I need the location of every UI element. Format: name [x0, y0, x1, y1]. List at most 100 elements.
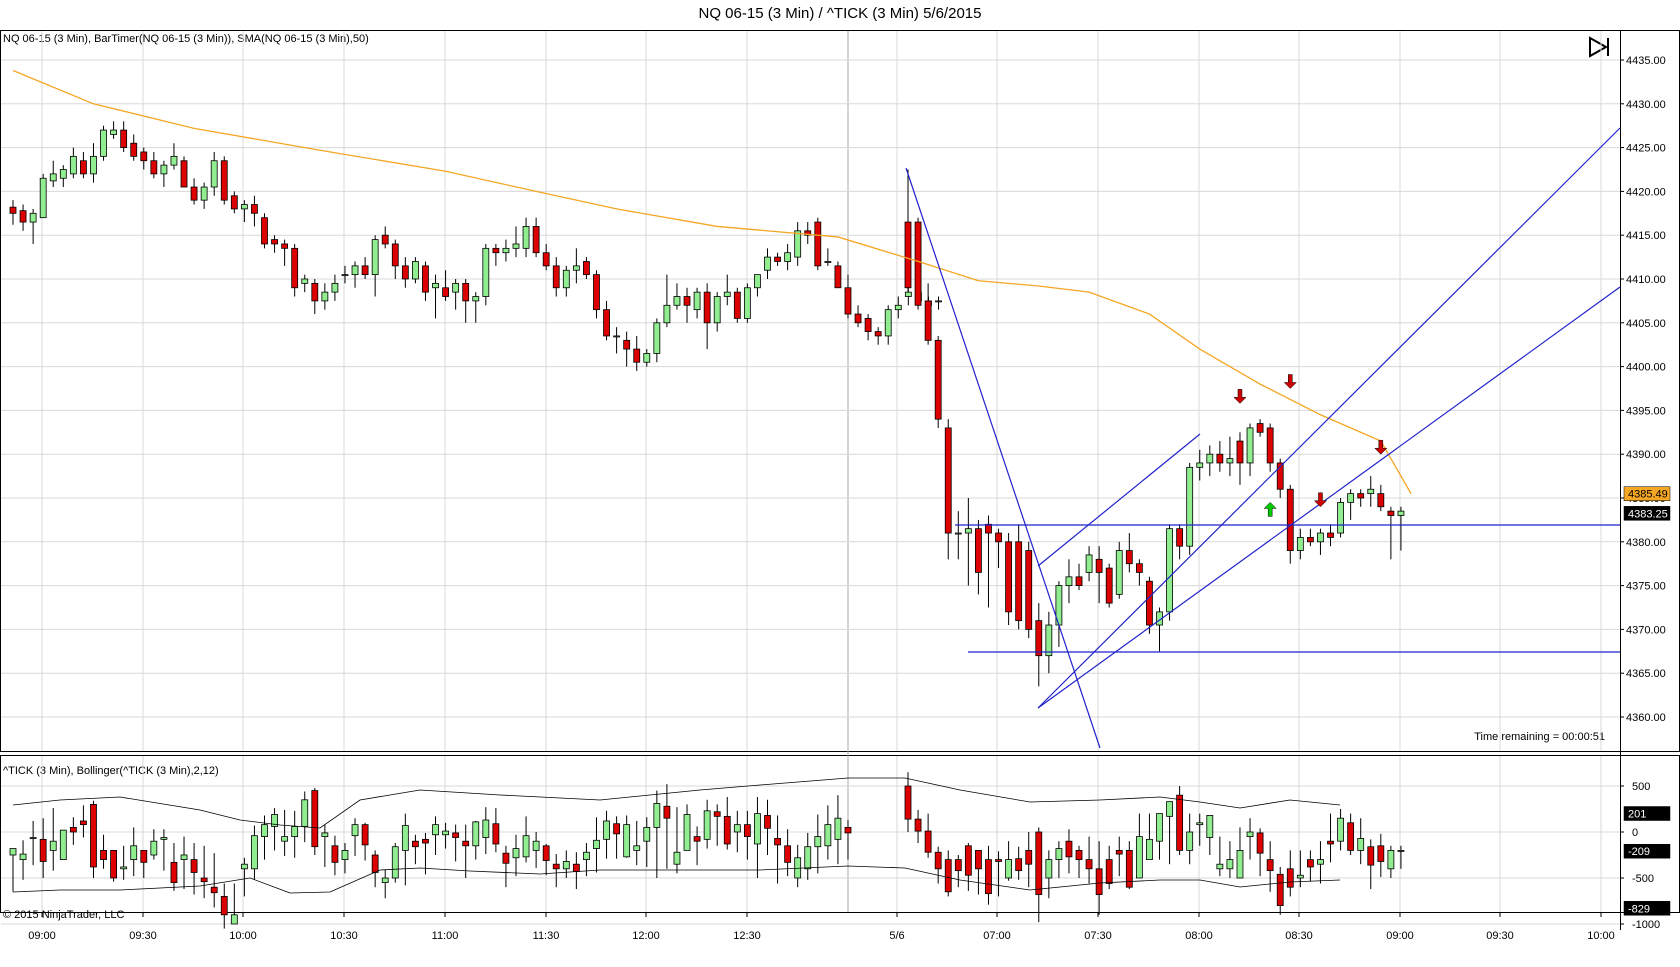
candle-body	[180, 160, 188, 188]
candle-body	[1186, 466, 1194, 547]
candle-body	[844, 287, 852, 315]
indicator-panel-legend: ^TICK (3 Min), Bollinger(^TICK (3 Min),2…	[3, 765, 219, 777]
x-tick-label: 08:30	[1285, 930, 1313, 942]
candle-body	[904, 221, 912, 289]
candle-body	[200, 186, 208, 201]
candle-body	[1367, 488, 1375, 495]
x-tick-label: 10:30	[330, 930, 358, 942]
candle-body	[1266, 859, 1274, 872]
candle-body	[422, 838, 429, 844]
x-tick-label: 09:00	[28, 930, 56, 942]
candle-body	[140, 850, 148, 863]
channel-line-upper	[1037, 127, 1621, 709]
candle-body	[1296, 537, 1304, 551]
candle-body	[331, 845, 339, 863]
candle-body	[80, 160, 87, 175]
candle-body	[120, 866, 128, 870]
candle-body	[120, 129, 128, 149]
candle-body	[1347, 822, 1355, 851]
axis-value-text: 201	[1628, 809, 1646, 821]
candle-body	[1226, 859, 1234, 870]
y-tick-label: 4430.00	[1626, 99, 1666, 111]
candle-body	[69, 827, 77, 833]
candle-body	[110, 129, 117, 135]
candle-body	[1125, 850, 1133, 888]
candle-body	[1166, 528, 1173, 613]
candle-body	[1307, 537, 1314, 543]
x-tick-label: 11:30	[533, 930, 560, 942]
candle-body	[1085, 554, 1093, 573]
candle-body	[1327, 532, 1334, 538]
candle-body	[462, 840, 470, 847]
y-tick-label: 4395.00	[1626, 405, 1666, 417]
candle-body	[562, 269, 570, 289]
candle-body	[1397, 850, 1405, 852]
candle-body	[633, 845, 641, 851]
candle-body	[281, 243, 289, 249]
candle-body	[653, 803, 661, 828]
candle-body	[593, 274, 600, 311]
candle-body	[914, 818, 922, 832]
candle-body	[502, 247, 510, 254]
candle-body	[1256, 423, 1264, 433]
y-tick-label: 4360.00	[1626, 712, 1666, 724]
candle-body	[170, 155, 178, 166]
y-tick-label: 4405.00	[1626, 318, 1666, 330]
candle-body	[291, 826, 299, 837]
candle-body	[733, 291, 741, 319]
candle-body	[904, 785, 912, 820]
candle-body	[401, 825, 409, 851]
candle-body	[633, 348, 641, 363]
candle-body	[432, 282, 439, 289]
bollinger-upper	[12, 777, 1341, 829]
x-tick-label: 11:00	[432, 930, 459, 942]
candle-body	[834, 265, 842, 289]
candle-body	[1015, 858, 1023, 872]
candle-body	[723, 291, 731, 297]
candle-body	[321, 291, 329, 302]
play-to-end-icon[interactable]	[1587, 35, 1611, 59]
candle-body	[1397, 510, 1405, 516]
signal-arrow-down	[1283, 374, 1297, 389]
candle-body	[190, 186, 198, 201]
candle-body	[422, 265, 429, 293]
candle-body	[59, 829, 67, 860]
signal-arrow-down	[1313, 492, 1328, 508]
candle-body	[864, 318, 872, 332]
candle-body	[1367, 846, 1375, 866]
y-tick-label: 0	[1632, 827, 1638, 839]
y-tick-label: 4410.00	[1626, 274, 1666, 286]
candle-body	[160, 164, 168, 175]
candle-body	[1206, 815, 1214, 838]
candle-body	[924, 300, 932, 341]
y-tick-label: 4370.00	[1626, 624, 1666, 636]
x-tick-label: 08:00	[1185, 930, 1213, 942]
x-tick-label: 09:30	[129, 930, 157, 942]
candle-body	[150, 840, 158, 856]
candle-body	[1045, 859, 1053, 879]
candle-body	[804, 230, 812, 236]
candle-body	[693, 291, 701, 311]
candle-body	[1166, 801, 1173, 817]
candle-body	[1115, 850, 1123, 855]
tick-last-label: -209	[1623, 843, 1671, 859]
candle-body	[49, 840, 57, 851]
candle-body	[1317, 532, 1324, 543]
candle-body	[995, 859, 1002, 862]
candle-body	[944, 859, 952, 893]
candle-body	[1186, 831, 1194, 851]
x-tick-label: 07:30	[1084, 930, 1112, 942]
candle-body	[361, 265, 369, 276]
candle-body	[643, 353, 651, 363]
candle-body	[964, 845, 972, 876]
candle-body	[552, 863, 560, 870]
candle-body	[934, 339, 942, 420]
candle-body	[39, 838, 47, 862]
candle-body	[733, 824, 741, 833]
candle-body	[19, 210, 27, 223]
candle-body	[1105, 567, 1113, 604]
candle-body	[381, 234, 389, 245]
candle-body	[1135, 836, 1143, 879]
bollinger-lower	[12, 865, 1341, 894]
candle-body	[764, 815, 771, 829]
